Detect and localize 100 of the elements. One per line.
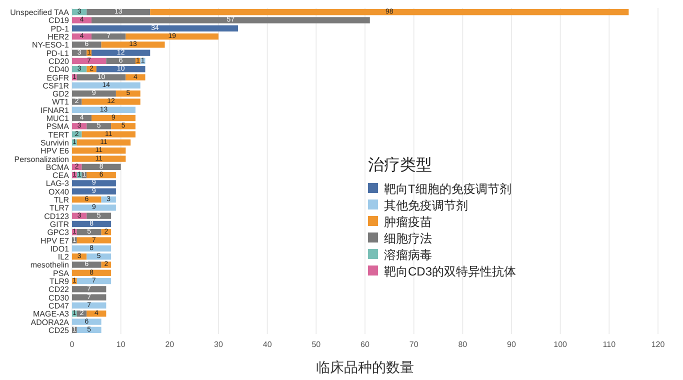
bar: [72, 220, 112, 228]
y-tick-label: PSA: [52, 268, 70, 278]
x-axis-title: 临床品种的数量: [316, 359, 414, 375]
x-tick-label: 40: [262, 340, 272, 349]
bar: [72, 148, 126, 154]
y-tick-label: TLR7: [49, 204, 70, 213]
x-tick-label: 30: [214, 340, 224, 349]
bar: [72, 212, 87, 219]
bar: [92, 50, 150, 56]
bar: [86, 8, 150, 16]
y-tick-label: HPV E6: [40, 146, 70, 156]
bar: [92, 33, 126, 40]
x-tick-label: 20: [165, 340, 175, 349]
bar: [150, 8, 629, 16]
bar: [72, 204, 116, 211]
x-tick-label: 0: [70, 340, 75, 349]
y-tick-label: IDO1: [50, 244, 70, 254]
y-tick-label: mesothelin: [30, 260, 69, 270]
x-tick-label: 80: [458, 340, 468, 349]
y-tick-label: PD-1: [50, 24, 70, 34]
y-tick-label: PSMA: [46, 122, 70, 132]
bar: [72, 17, 92, 24]
y-tick-label: EGFR: [46, 73, 70, 82]
legend-label: 靶向T细胞的免疫调节剂: [384, 182, 512, 196]
y-tick-label: PD-L1: [46, 48, 70, 58]
x-tick-label: 120: [651, 340, 666, 349]
bar: [72, 25, 238, 32]
y-tick-label: IFNAR1: [40, 106, 70, 115]
y-tick-label: HPV E7: [40, 236, 70, 246]
bar: [76, 139, 131, 146]
bar: [72, 156, 126, 162]
bar: [106, 58, 136, 64]
x-tick-label: 110: [602, 340, 616, 349]
bar: [86, 212, 112, 219]
y-tick-label: CD19: [48, 16, 70, 26]
y-tick-label: NY-ESO-1: [32, 40, 70, 50]
y-tick-label: HER2: [48, 32, 70, 42]
y-tick-label: GD2: [52, 90, 70, 99]
bar: [72, 180, 116, 186]
x-tick-label: 10: [116, 340, 126, 349]
y-tick-label: BCMA: [46, 162, 70, 172]
legend-label: 溶瘤病毒: [384, 248, 432, 262]
bar: [86, 123, 112, 130]
bar: [82, 98, 140, 105]
y-tick-label: CEA: [52, 171, 70, 180]
bar: [72, 131, 82, 138]
legend-label: 靶向CD3的双特异性抗体: [384, 264, 516, 278]
bar: [72, 188, 116, 194]
y-tick-label: CD40: [48, 65, 70, 74]
y-tick-label: CD22: [48, 285, 70, 294]
bar: [76, 278, 112, 284]
y-tick-label: GPC3: [47, 228, 70, 238]
bar: [72, 318, 102, 325]
y-tick-label: MUC1: [46, 114, 70, 124]
y-tick-label: CD25: [48, 326, 70, 335]
bar: [92, 114, 136, 122]
y-tick-label: Survivin: [40, 138, 69, 148]
bar: [72, 262, 102, 268]
bar: [72, 270, 112, 276]
y-tick-label: CD47: [48, 301, 70, 310]
y-tick-label: ADORA2A: [30, 318, 70, 327]
x-tick-label: 60: [360, 340, 370, 349]
bar: [92, 17, 370, 24]
bar: [96, 66, 146, 72]
y-tick-label: WT1: [52, 98, 70, 107]
y-tick-label: IL2: [58, 252, 70, 262]
bar: [72, 123, 87, 130]
legend-title: 治疗类型: [368, 156, 432, 174]
legend-label: 细胞疗法: [384, 232, 432, 246]
x-tick-label: 50: [312, 340, 322, 349]
bar: [72, 196, 102, 203]
y-tick-label: CD30: [48, 293, 70, 302]
bar: [82, 164, 121, 170]
bar: [76, 237, 112, 244]
y-tick-label: TLR9: [49, 277, 70, 286]
bar: [126, 74, 146, 80]
legend-label: 肿瘤疫苗: [384, 215, 432, 229]
bar: [76, 74, 126, 80]
legend-label: 其他免疫调节剂: [384, 198, 468, 212]
bar: [101, 42, 165, 48]
y-tick-label: CD123: [44, 212, 70, 221]
x-tick-label: 70: [409, 340, 419, 349]
bar: [72, 58, 106, 64]
x-tick-label: 100: [554, 340, 568, 349]
y-tick-label: MAGE-A3: [32, 310, 70, 319]
bar: [72, 302, 106, 309]
bar: [72, 82, 140, 89]
y-tick-label: GITR: [50, 220, 70, 229]
bar: [86, 172, 116, 178]
x-tick-label: 90: [507, 340, 516, 349]
y-tick-label: TERT: [48, 130, 70, 140]
bar: [72, 90, 116, 97]
bar: [72, 245, 112, 252]
y-tick-label: LAG-3: [46, 179, 70, 188]
y-tick-label: Unspecified TAA: [10, 8, 70, 18]
y-tick-label: OX40: [48, 187, 70, 196]
y-tick-label: TLR: [54, 196, 70, 205]
y-tick-label: CD20: [48, 56, 70, 66]
bar: [126, 33, 218, 40]
bar: [72, 106, 136, 113]
